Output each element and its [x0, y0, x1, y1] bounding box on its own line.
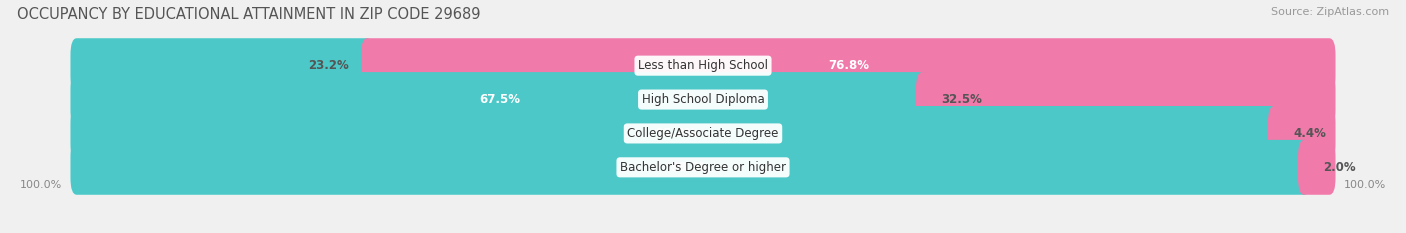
Text: Bachelor's Degree or higher: Bachelor's Degree or higher — [620, 161, 786, 174]
FancyBboxPatch shape — [1268, 106, 1336, 161]
FancyBboxPatch shape — [70, 106, 1336, 161]
FancyBboxPatch shape — [70, 38, 1336, 93]
FancyBboxPatch shape — [70, 140, 1336, 195]
Text: 32.5%: 32.5% — [941, 93, 981, 106]
Text: High School Diploma: High School Diploma — [641, 93, 765, 106]
FancyBboxPatch shape — [1298, 140, 1336, 195]
FancyBboxPatch shape — [915, 72, 1336, 127]
Text: 95.6%: 95.6% — [655, 127, 696, 140]
Text: 76.8%: 76.8% — [828, 59, 869, 72]
Text: 23.2%: 23.2% — [308, 59, 349, 72]
Text: 67.5%: 67.5% — [479, 93, 520, 106]
Text: 100.0%: 100.0% — [20, 180, 63, 190]
Text: OCCUPANCY BY EDUCATIONAL ATTAINMENT IN ZIP CODE 29689: OCCUPANCY BY EDUCATIONAL ATTAINMENT IN Z… — [17, 7, 481, 22]
FancyBboxPatch shape — [70, 38, 374, 93]
Text: 100.0%: 100.0% — [1343, 180, 1386, 190]
Text: Less than High School: Less than High School — [638, 59, 768, 72]
FancyBboxPatch shape — [70, 72, 1336, 127]
Text: 98.0%: 98.0% — [671, 161, 711, 174]
Text: College/Associate Degree: College/Associate Degree — [627, 127, 779, 140]
Text: Source: ZipAtlas.com: Source: ZipAtlas.com — [1271, 7, 1389, 17]
Text: 2.0%: 2.0% — [1323, 161, 1355, 174]
FancyBboxPatch shape — [361, 38, 1336, 93]
FancyBboxPatch shape — [70, 140, 1310, 195]
Text: 4.4%: 4.4% — [1294, 127, 1326, 140]
FancyBboxPatch shape — [70, 72, 928, 127]
FancyBboxPatch shape — [70, 106, 1281, 161]
